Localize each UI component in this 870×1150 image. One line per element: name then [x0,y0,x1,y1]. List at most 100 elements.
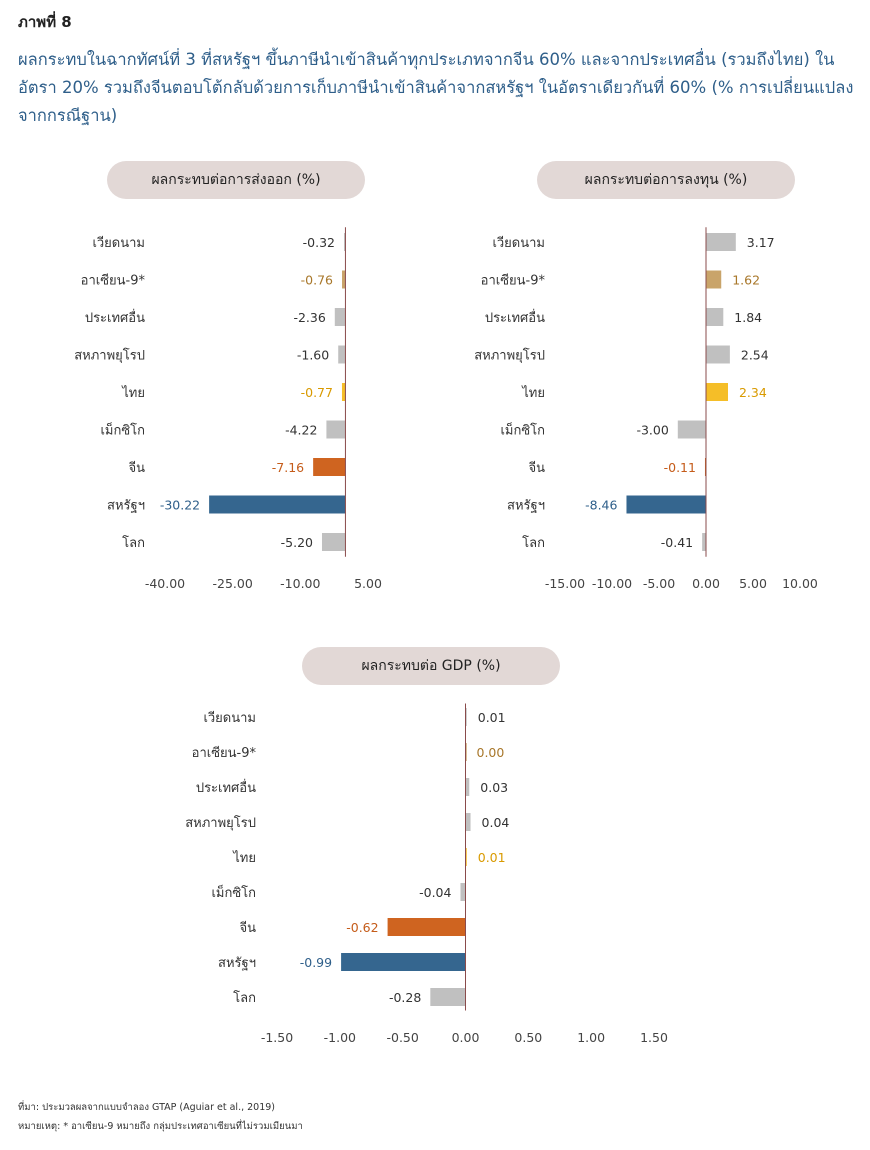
value-label: -4.22 [285,423,317,438]
footnote: หมายเหตุ: * อาเซียน-9 หมายถึง กลุ่มประเท… [18,1121,303,1132]
bar [342,270,346,289]
value-label: -0.11 [664,460,696,475]
value-label: 0.03 [480,780,508,795]
value-label: -5.20 [281,535,313,550]
category-label: โลก [522,535,545,551]
bar [430,988,466,1006]
bar [465,778,470,796]
figure-headline: ผลกระทบในฉากทัศน์ที่ 3 ที่สหรัฐฯ ขึ้นภาษ… [18,50,854,125]
value-label: -0.28 [389,990,421,1005]
figure-label: ภาพที่ 8 [18,13,72,31]
category-label: สหรัฐฯ [107,499,145,514]
bar [341,953,466,971]
value-label: 0.00 [477,745,505,760]
tick-label: 5.00 [739,576,767,591]
tick-label: -10.00 [592,576,632,591]
bar [626,495,706,514]
bar [338,345,346,364]
category-label: อาเซียน-9* [81,273,146,289]
value-label: 1.62 [732,273,760,288]
source-note: ที่มา: ประมวลผลจากแบบจำลอง GTAP (Aguiar … [18,1102,276,1113]
value-label: -0.04 [419,885,451,900]
value-label: 0.01 [478,850,506,865]
bar [706,345,730,364]
tick-label: 10.00 [782,576,818,591]
value-label: -7.16 [272,460,304,475]
gdp-impact-chart: เวียดนาม 0.01 อาเซียน-9* 0.00 ประเทศอื่น 0.03… [185,703,668,1045]
bar [460,883,466,901]
category-label: ไทย [521,385,545,401]
bar [465,708,467,726]
category-label: อาเซียน-9* [192,745,257,761]
tick-label: 5.00 [354,576,382,591]
bar [321,533,346,551]
tick-label: -5.00 [643,576,675,591]
value-label: 2.54 [741,348,769,363]
tick-label: -10.00 [280,576,320,591]
bar [706,383,728,401]
bar [465,813,471,831]
category-label: ประเทศอื่น [85,309,145,326]
tick-label: 0.00 [692,576,720,591]
category-label: จีน [128,460,145,476]
bar [341,383,346,401]
category-label: สหภาพยุโรป [474,348,545,364]
category-label: เวียดนาม [492,235,545,251]
category-label: เม็กซิโก [500,421,545,439]
category-label: จีน [528,460,545,476]
value-label: -8.46 [585,498,617,513]
value-label: -3.00 [636,423,668,438]
value-label: 2.34 [739,385,767,400]
bar [313,458,346,476]
value-label: -2.36 [293,310,325,325]
value-label: -0.62 [346,920,378,935]
value-label: -0.77 [301,385,333,400]
tick-label: -25.00 [213,576,253,591]
category-label: ไทย [121,385,145,401]
export-chart-title: ผลกระทบต่อการส่งออก (%) [107,161,365,199]
tick-label: -0.50 [386,1030,418,1045]
category-label: จีน [239,920,256,936]
value-label: -0.99 [300,955,332,970]
export-impact-chart: เวียดนาม -0.32 อาเซียน-9* -0.76 ประเทศอื่น -2… [74,227,382,591]
bar [706,233,736,251]
bar [677,420,706,439]
value-label: 3.17 [747,235,775,250]
bar [209,495,346,514]
bar [387,918,466,936]
category-label: สหรัฐฯ [507,499,545,514]
category-label: เวียดนาม [92,235,145,251]
category-label: สหรัฐฯ [218,956,256,971]
investment-impact-chart: เวียดนาม 3.17 อาเซียน-9* 1.62 ประเทศอื่น 1.84… [474,227,818,591]
category-label: ประเทศอื่น [485,309,545,326]
value-label: 0.01 [478,710,506,725]
tick-label: -1.00 [324,1030,356,1045]
value-label: -1.60 [297,348,329,363]
bar [344,233,346,251]
category-label: ไทย [232,850,256,866]
category-label: สหภาพยุโรป [74,348,145,364]
category-label: โลก [122,535,145,551]
category-label: สหภาพยุโรป [185,815,256,831]
investment-chart-title: ผลกระทบต่อการลงทุน (%) [537,161,795,199]
category-label: อาเซียน-9* [481,273,546,289]
bar [334,308,346,326]
bar [465,848,467,866]
tick-label: 1.00 [577,1030,605,1045]
tick-label: 0.50 [514,1030,542,1045]
value-label: 0.04 [482,815,510,830]
category-label: โลก [233,990,256,1006]
value-label: -0.41 [661,535,693,550]
bar [326,420,346,439]
tick-label: 1.50 [640,1030,668,1045]
bar [706,270,722,289]
value-label: -30.22 [160,498,200,513]
value-label: -0.76 [301,273,333,288]
bar [706,308,724,326]
gdp-chart-title: ผลกระทบต่อ GDP (%) [302,647,560,685]
tick-label: -1.50 [261,1030,293,1045]
bar [702,533,706,551]
category-label: เวียดนาม [203,710,256,726]
tick-label: -40.00 [145,576,185,591]
value-label: 1.84 [734,310,762,325]
